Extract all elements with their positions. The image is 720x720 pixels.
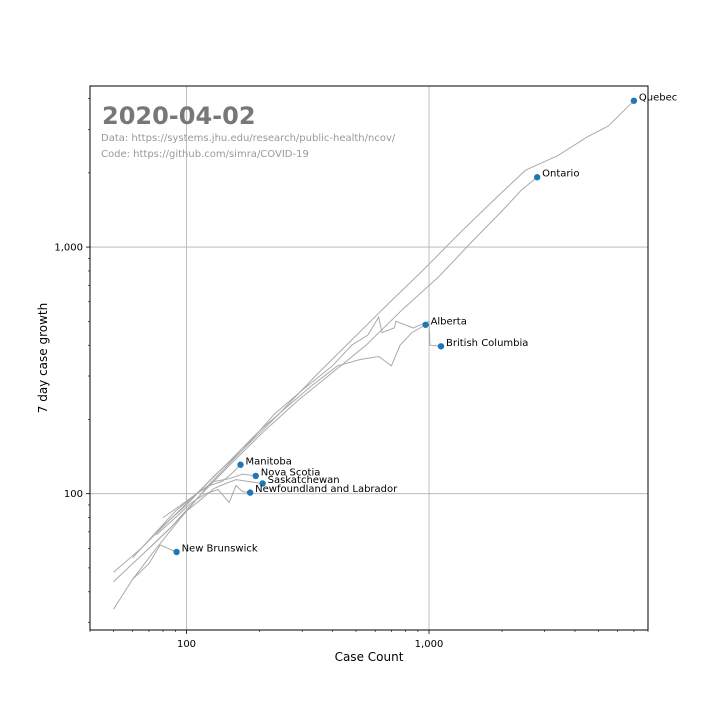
x-axis-label: Case Count bbox=[335, 650, 404, 664]
data-source-text: Data: https://systems.jhu.edu/research/p… bbox=[101, 133, 396, 144]
trail-newfoundland-and-labrador bbox=[155, 484, 251, 536]
point-label-newfoundland-and-labrador: Newfoundland and Labrador bbox=[255, 484, 398, 495]
y-tick-label: 100 bbox=[64, 489, 83, 500]
plot-frame bbox=[89, 85, 649, 631]
trail-saskatchewan bbox=[148, 479, 263, 549]
code-source-text: Code: https://github.com/simra/COVID-19 bbox=[101, 149, 309, 160]
label-layer: Quebec Ontario Alberta British Columbia Mani… bbox=[182, 92, 678, 554]
point-newfoundland-and-labrador bbox=[246, 489, 254, 496]
trail-manitoba bbox=[162, 464, 241, 519]
point-label-nova-scotia: Nova Scotia bbox=[261, 467, 321, 478]
trail-layer bbox=[113, 100, 635, 610]
point-quebec bbox=[630, 97, 638, 104]
point-label-manitoba: Manitoba bbox=[246, 456, 292, 467]
y-axis-label: 7 day case growth bbox=[36, 303, 50, 414]
trail-british-columbia bbox=[155, 315, 442, 533]
point-nova-scotia bbox=[252, 472, 259, 480]
x-tick-label: 100 bbox=[177, 639, 196, 650]
point-label-quebec: Quebec bbox=[639, 92, 677, 103]
point-ontario bbox=[533, 174, 541, 181]
y-tick-label: 1,000 bbox=[54, 243, 83, 254]
trail-quebec bbox=[113, 100, 635, 610]
point-new-brunswick bbox=[173, 548, 180, 556]
grid-layer bbox=[90, 86, 648, 630]
point-label-british-columbia: British Columbia bbox=[446, 338, 528, 349]
tick-layer: 100 1,000 100 1,000 bbox=[54, 98, 649, 650]
point-british-columbia bbox=[437, 343, 445, 350]
x-tick-label: 1,000 bbox=[415, 639, 444, 650]
point-alberta bbox=[422, 321, 429, 328]
point-manitoba bbox=[237, 461, 244, 468]
trail-nova-scotia bbox=[132, 473, 256, 559]
trail-new-brunswick bbox=[132, 544, 177, 580]
point-label-ontario: Ontario bbox=[542, 169, 579, 180]
point-saskatchewan bbox=[259, 480, 266, 487]
point-layer bbox=[173, 97, 638, 556]
date-title: 2020-04-02 bbox=[102, 102, 256, 130]
trail-alberta bbox=[113, 324, 426, 573]
point-label-saskatchewan: Saskatchewan bbox=[268, 475, 340, 486]
point-label-alberta: Alberta bbox=[431, 316, 467, 327]
point-label-new-brunswick: New Brunswick bbox=[182, 544, 258, 555]
